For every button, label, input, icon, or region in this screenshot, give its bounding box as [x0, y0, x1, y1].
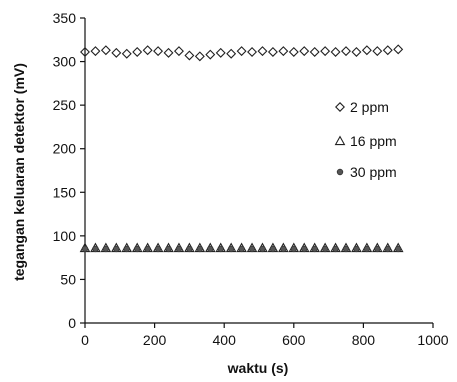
y-axis-title: tegangan keluaran detektor (mV) [11, 63, 27, 281]
data-point-diamond [142, 45, 153, 56]
data-point-circle [144, 245, 151, 253]
legend-marker-triangle [334, 135, 346, 146]
data-point-circle [363, 245, 371, 253]
data-point-circle [395, 245, 402, 253]
data-point-circle [154, 245, 162, 253]
data-point-circle [175, 245, 183, 253]
y-tick-label: 100 [53, 228, 77, 244]
legend-label: 16 ppm [350, 133, 397, 149]
y-tick-label: 200 [53, 141, 77, 157]
data-point-circle [290, 245, 297, 253]
data-point-circle [321, 245, 329, 253]
data-point-circle [81, 245, 89, 253]
data-point-diamond [236, 46, 247, 57]
legend-label: 2 ppm [350, 99, 389, 115]
x-tick-label: 200 [143, 332, 167, 348]
y-axis: 0 50 100 150 200 250 300 350 [53, 10, 85, 331]
data-point-circle [227, 245, 235, 253]
data-point-diamond [382, 45, 393, 56]
data-point-diamond [205, 49, 216, 60]
y-tick-label: 150 [53, 184, 77, 200]
data-point-diamond [320, 46, 331, 57]
data-point-diamond [267, 47, 278, 57]
data-point-diamond [309, 47, 320, 57]
y-tick-label: 300 [53, 54, 77, 70]
data-point-diamond [247, 47, 258, 57]
data-point-diamond [393, 44, 404, 55]
data-point-circle [217, 245, 224, 253]
data-point-diamond [341, 46, 351, 57]
data-point-diamond [111, 47, 122, 58]
x-tick-label: 1000 [417, 332, 448, 348]
data-point-diamond [80, 47, 90, 57]
data-point-circle [133, 245, 141, 253]
legend: 2 ppm 16 ppm 30 ppm [334, 99, 397, 180]
x-tick-label: 800 [352, 332, 376, 348]
data-point-circle [384, 245, 391, 253]
data-point-circle [123, 245, 130, 253]
data-point-diamond [215, 47, 226, 58]
y-tick-label: 0 [68, 315, 76, 331]
data-point-circle [102, 245, 110, 253]
data-point-circle [374, 245, 381, 253]
data-point-diamond [163, 47, 174, 58]
data-point-diamond [288, 47, 299, 57]
data-point-diamond [257, 46, 268, 57]
legend-marker-diamond [335, 102, 345, 112]
data-point-circle [342, 245, 350, 253]
data-point-circle [301, 245, 308, 253]
data-point-diamond [184, 50, 195, 61]
legend-label: 30 ppm [350, 164, 397, 180]
data-point-circle [92, 245, 99, 253]
x-tick-label: 400 [213, 332, 237, 348]
data-point-diamond [90, 46, 101, 57]
data-point-circle [165, 245, 172, 253]
data-point-diamond [330, 47, 341, 57]
plot-area [84, 18, 433, 324]
data-point-circle [207, 245, 214, 253]
data-point-diamond [153, 46, 164, 57]
legend-marker-circle [336, 168, 344, 176]
y-tick-label: 250 [53, 97, 77, 113]
data-point-circle [248, 245, 256, 253]
data-point-diamond [132, 47, 143, 57]
data-point-circle [332, 245, 339, 253]
data-point-diamond [278, 46, 289, 57]
data-point-circle [238, 245, 245, 253]
data-point-diamond [100, 45, 111, 56]
x-tick-label: 600 [282, 332, 306, 348]
data-point-circle [113, 245, 120, 253]
data-point-diamond [372, 46, 383, 57]
data-point-diamond [173, 46, 184, 57]
x-axis: 0 200 400 600 800 1000 [81, 323, 449, 348]
data-point-diamond [121, 48, 132, 59]
data-point-diamond [226, 48, 237, 59]
x-tick-label: 0 [81, 332, 89, 348]
data-point-circle [311, 245, 318, 253]
x-axis-title: waktu (s) [227, 360, 289, 376]
data-point-circle [196, 245, 204, 253]
data-markers [79, 44, 404, 253]
data-point-circle [186, 245, 193, 253]
data-point-circle [269, 245, 277, 253]
y-tick-label: 50 [60, 271, 76, 287]
data-point-circle [280, 245, 287, 253]
data-point-diamond [299, 46, 310, 57]
data-point-diamond [361, 45, 372, 56]
data-point-circle [259, 245, 266, 253]
data-point-circle [353, 245, 360, 253]
y-tick-label: 350 [53, 10, 77, 26]
data-point-diamond [194, 51, 205, 62]
data-point-diamond [351, 47, 362, 57]
